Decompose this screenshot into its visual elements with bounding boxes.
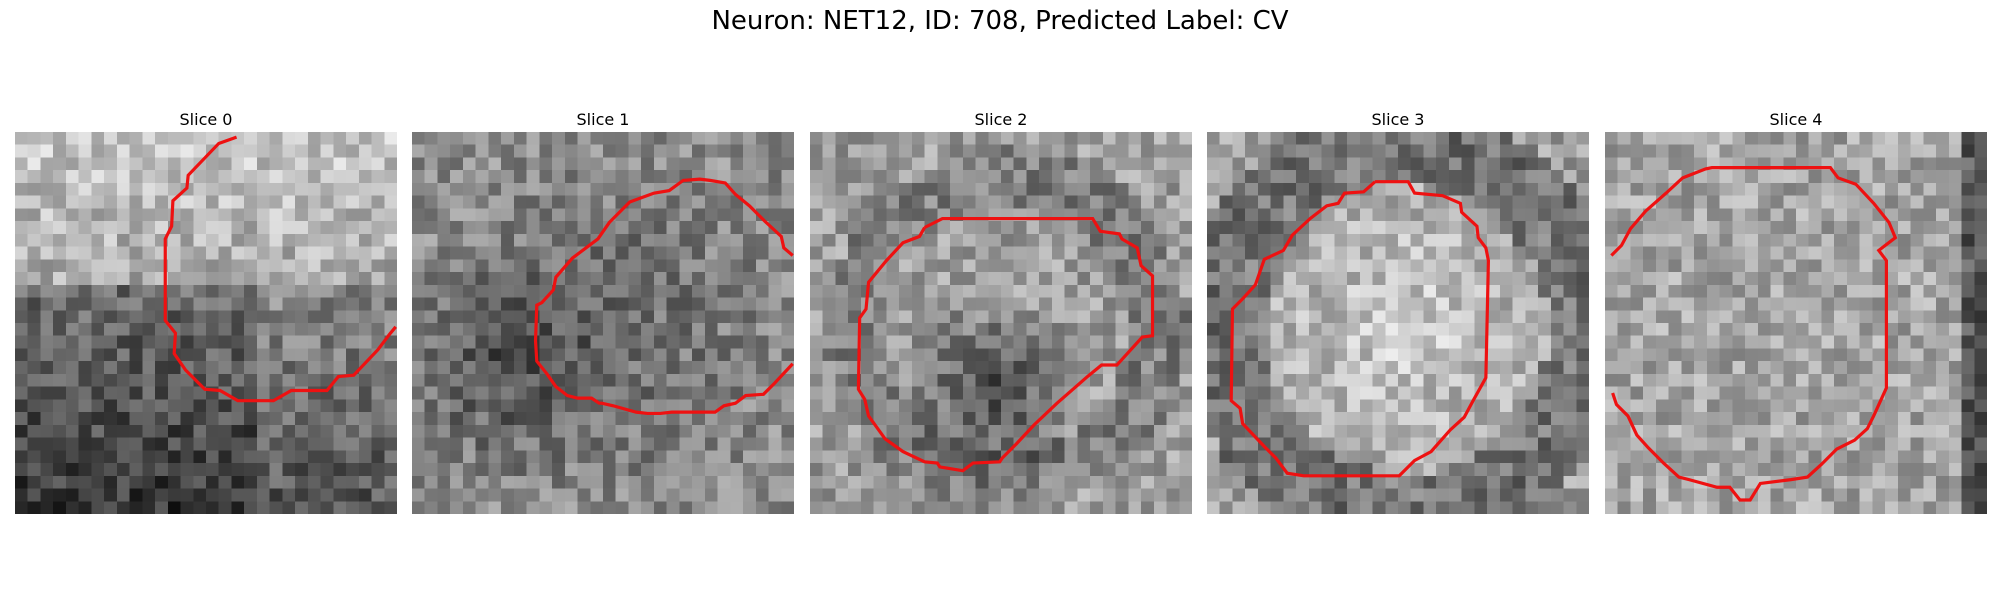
roi-contour (856, 216, 1155, 473)
slice-panel-0: Slice 0 (15, 108, 397, 514)
slice-image (15, 132, 397, 514)
slice-panel-1: Slice 1 (412, 108, 794, 514)
slice-panel-3: Slice 3 (1207, 108, 1589, 514)
slice-panel-4: Slice 4 (1605, 108, 1987, 514)
slice-title: Slice 4 (1769, 110, 1823, 129)
roi-contour (1229, 180, 1491, 478)
slice-image (1207, 132, 1589, 514)
slice-panel-2: Slice 2 (810, 108, 1192, 514)
slice-image (412, 132, 794, 514)
slice-title: Slice 2 (974, 110, 1028, 129)
slice-title: Slice 0 (179, 110, 233, 129)
figure-title: Neuron: NET12, ID: 708, Predicted Label:… (711, 6, 1289, 36)
slice-image (1605, 132, 1987, 514)
roi-contour (163, 135, 397, 403)
slice-image (810, 132, 1192, 514)
slice-title: Slice 1 (576, 110, 630, 129)
slice-title: Slice 3 (1371, 110, 1425, 129)
roi-contour (1610, 166, 1898, 502)
roi-contour (533, 177, 794, 415)
